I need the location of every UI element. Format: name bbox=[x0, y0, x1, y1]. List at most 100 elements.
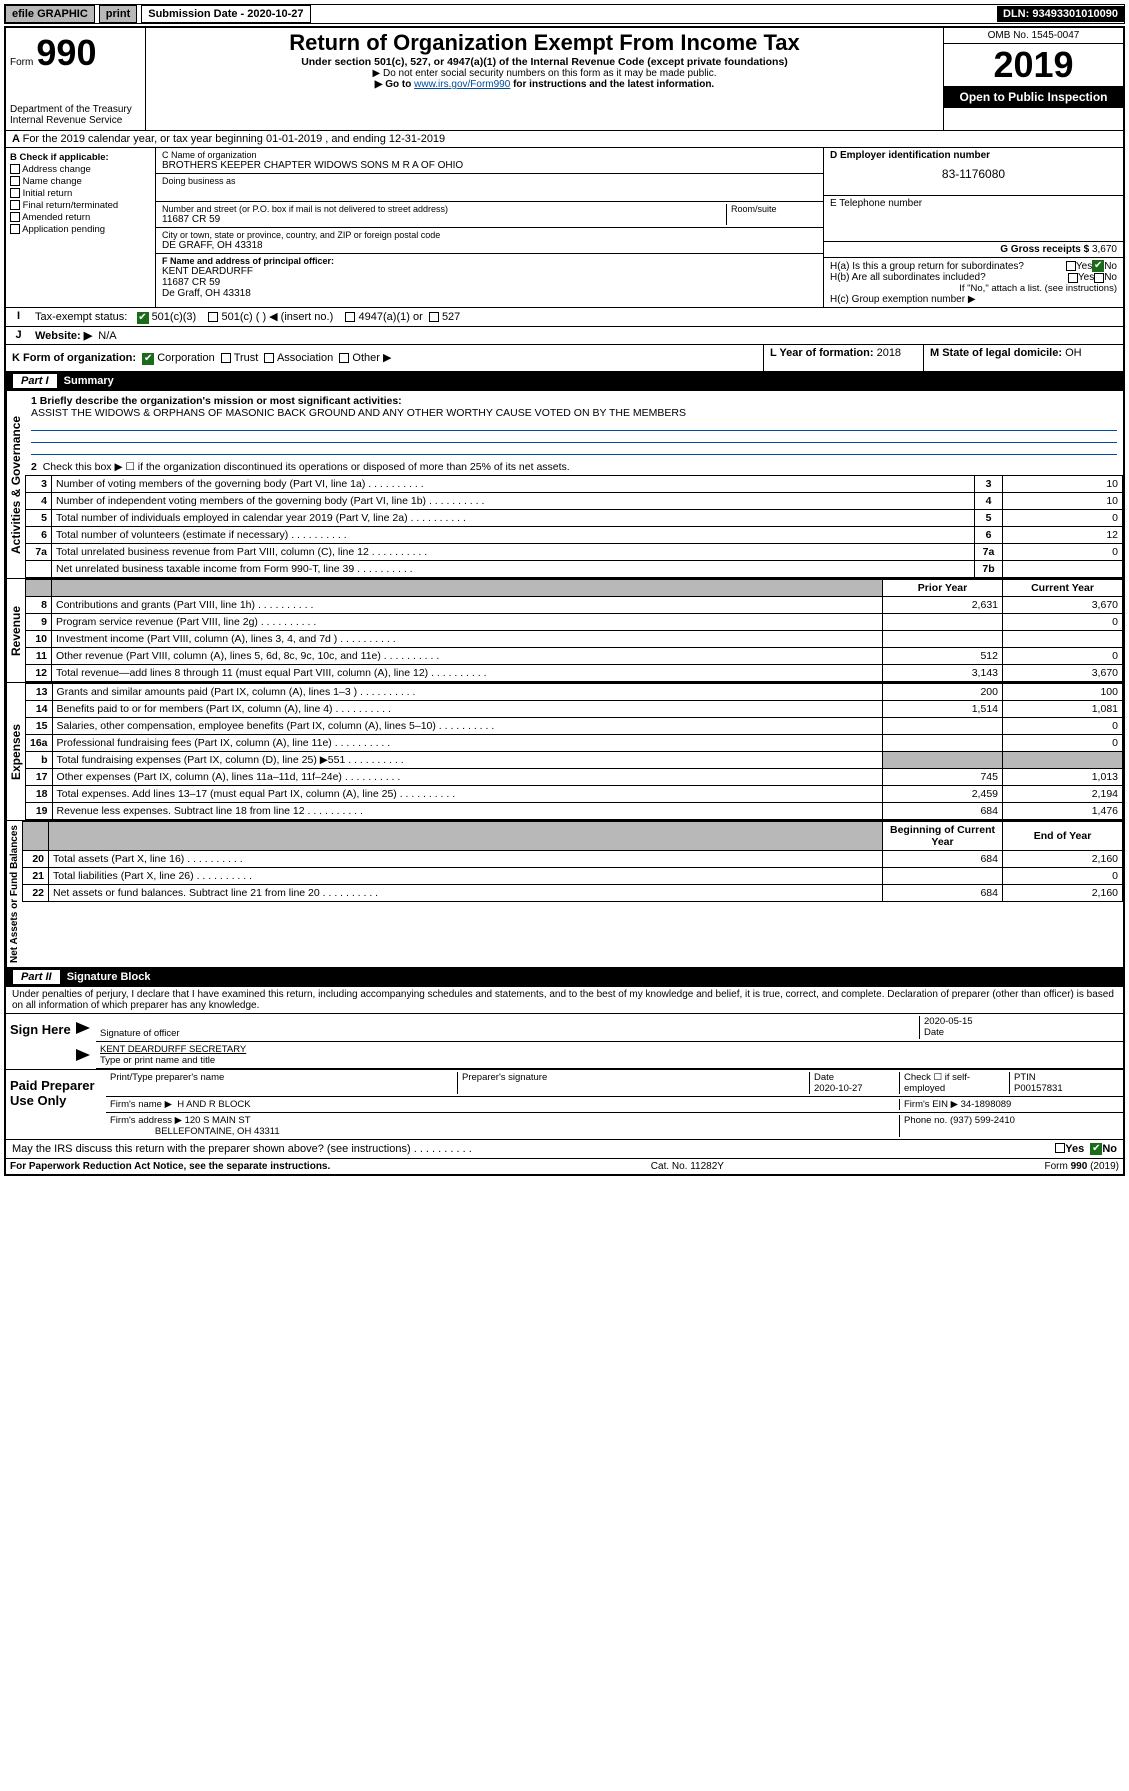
instructions-link[interactable]: www.irs.gov/Form990 bbox=[414, 79, 510, 90]
form-org-label: K Form of organization: bbox=[12, 352, 136, 364]
addr-value: 11687 CR 59 bbox=[162, 214, 722, 225]
city-cell: City or town, state or province, country… bbox=[156, 228, 823, 254]
activities-governance-section: Activities & Governance 1 Briefly descri… bbox=[6, 391, 1123, 578]
form-frame: Form 990 Department of the Treasury Inte… bbox=[4, 26, 1125, 1176]
table-row: 22Net assets or fund balances. Subtract … bbox=[23, 885, 1123, 902]
table-row: 10Investment income (Part VIII, column (… bbox=[26, 631, 1123, 648]
part2-badge: Part II bbox=[12, 969, 61, 985]
typed-name-value: KENT DEARDURFF SECRETARY bbox=[100, 1044, 1119, 1055]
c-name-cell: C Name of organization BROTHERS KEEPER C… bbox=[156, 148, 823, 174]
entity-block: B Check if applicable: Address change Na… bbox=[6, 147, 1123, 307]
table-row: 21Total liabilities (Part X, line 26)0 bbox=[23, 868, 1123, 885]
table-row: 18Total expenses. Add lines 13–17 (must … bbox=[26, 786, 1123, 803]
form-subtitle-3: ▶ Go to www.irs.gov/Form990 for instruct… bbox=[152, 79, 937, 90]
ha-yes-cb[interactable] bbox=[1066, 261, 1076, 271]
h-block: H(a) Is this a group return for subordin… bbox=[824, 258, 1123, 307]
discuss-yes-cb[interactable] bbox=[1055, 1143, 1065, 1153]
sig-date-label: Date bbox=[924, 1027, 944, 1038]
submission-date-label: Submission Date - 2020-10-27 bbox=[141, 5, 310, 23]
cb-pending[interactable]: Application pending bbox=[10, 224, 151, 235]
form-header: Form 990 Department of the Treasury Inte… bbox=[6, 28, 1123, 130]
dept-label: Department of the Treasury bbox=[10, 104, 141, 115]
discuss-no-cb[interactable]: ✔ bbox=[1090, 1143, 1102, 1155]
row-k: K Form of organization: ✔ Corporation Tr… bbox=[6, 344, 1123, 371]
hb-yes-cb[interactable] bbox=[1068, 273, 1078, 283]
hb-label: H(b) Are all subordinates included? bbox=[830, 272, 1068, 283]
expenses-section: Expenses 13Grants and similar amounts pa… bbox=[6, 682, 1123, 820]
hc-label: H(c) Group exemption number ▶ bbox=[830, 294, 1117, 305]
501c-cb[interactable] bbox=[208, 312, 218, 322]
form-number: 990 bbox=[36, 32, 96, 73]
ha-no-cb[interactable]: ✔ bbox=[1092, 260, 1104, 272]
form-footer: For Paperwork Reduction Act Notice, see … bbox=[6, 1158, 1123, 1174]
ptin-value: P00157831 bbox=[1014, 1083, 1063, 1094]
officer-addr2: De Graff, OH 43318 bbox=[162, 288, 817, 299]
netassets-section: Net Assets or Fund Balances Beginning of… bbox=[6, 820, 1123, 967]
527-cb[interactable] bbox=[429, 312, 439, 322]
vlabel-netassets: Net Assets or Fund Balances bbox=[6, 821, 22, 967]
omb-label: OMB No. 1545-0047 bbox=[944, 28, 1123, 44]
netassets-table: Beginning of Current YearEnd of Year20To… bbox=[22, 821, 1123, 902]
line-a-text: For the 2019 calendar year, or tax year … bbox=[23, 133, 446, 145]
row-j: J Website: ▶ N/A bbox=[6, 326, 1123, 344]
ptin-label: PTIN bbox=[1014, 1072, 1036, 1083]
sig-officer-label: Signature of officer bbox=[100, 1028, 180, 1039]
officer-label: F Name and address of principal officer: bbox=[162, 256, 817, 266]
corp-cb[interactable]: ✔ bbox=[142, 353, 154, 365]
501c3-cb[interactable]: ✔ bbox=[137, 312, 149, 324]
line-a: A For the 2019 calendar year, or tax yea… bbox=[6, 130, 1123, 147]
room-label: Room/suite bbox=[731, 204, 817, 214]
assoc-cb[interactable] bbox=[264, 353, 274, 363]
dba-label: Doing business as bbox=[162, 176, 817, 186]
table-row: 8Contributions and grants (Part VIII, li… bbox=[26, 597, 1123, 614]
website-label: Website: ▶ bbox=[35, 330, 92, 342]
p-sig-label: Preparer's signature bbox=[457, 1072, 809, 1094]
other-cb[interactable] bbox=[339, 353, 349, 363]
addr-label: Number and street (or P.O. box if mail i… bbox=[162, 204, 722, 214]
trust-cb[interactable] bbox=[221, 353, 231, 363]
q1-label: 1 Briefly describe the organization's mi… bbox=[31, 395, 1117, 407]
officer-cell: F Name and address of principal officer:… bbox=[156, 254, 823, 301]
revenue-table: Prior YearCurrent Year8Contributions and… bbox=[25, 579, 1123, 682]
table-row: 14Benefits paid to or for members (Part … bbox=[26, 701, 1123, 718]
hb-no-cb[interactable] bbox=[1094, 273, 1104, 283]
q1-block: 1 Briefly describe the organization's mi… bbox=[25, 391, 1123, 459]
q2-text: Check this box ▶ ☐ if the organization d… bbox=[43, 461, 570, 473]
cb-name-change[interactable]: Name change bbox=[10, 176, 151, 187]
firm-name-label: Firm's name ▶ bbox=[110, 1099, 172, 1110]
footer-mid: Cat. No. 11282Y bbox=[651, 1161, 724, 1172]
form-subtitle-2: ▶ Do not enter social security numbers o… bbox=[152, 68, 937, 79]
top-toolbar: efile GRAPHIC print Submission Date - 20… bbox=[4, 4, 1125, 24]
4947-cb[interactable] bbox=[345, 312, 355, 322]
table-row: 7aTotal unrelated business revenue from … bbox=[26, 544, 1123, 561]
cb-amended[interactable]: Amended return bbox=[10, 212, 151, 223]
dba-cell: Doing business as bbox=[156, 174, 823, 202]
efile-button[interactable]: efile GRAPHIC bbox=[5, 5, 95, 23]
org-name: BROTHERS KEEPER CHAPTER WIDOWS SONS M R … bbox=[162, 160, 817, 171]
table-row: 16aProfessional fundraising fees (Part I… bbox=[26, 735, 1123, 752]
paid-preparer-label: Paid Preparer Use Only bbox=[6, 1070, 106, 1139]
declaration-text: Under penalties of perjury, I declare th… bbox=[6, 987, 1123, 1013]
p-selfemp-label: Check ☐ if self-employed bbox=[899, 1072, 1009, 1094]
city-value: DE GRAFF, OH 43318 bbox=[162, 240, 817, 251]
typed-name-label: Type or print name and title bbox=[100, 1055, 215, 1066]
table-row: 13Grants and similar amounts paid (Part … bbox=[26, 684, 1123, 701]
c-name-label: C Name of organization bbox=[162, 150, 817, 160]
cb-initial-return[interactable]: Initial return bbox=[10, 188, 151, 199]
table-header-row: Prior YearCurrent Year bbox=[26, 580, 1123, 597]
part1-badge: Part I bbox=[12, 373, 58, 389]
firm-ein-label: Firm's EIN ▶ bbox=[904, 1099, 958, 1110]
print-button[interactable]: print bbox=[99, 5, 137, 23]
revenue-section: Revenue Prior YearCurrent Year8Contribut… bbox=[6, 578, 1123, 682]
vlabel-revenue: Revenue bbox=[6, 579, 25, 682]
goto-post: for instructions and the latest informat… bbox=[513, 79, 714, 90]
firm-ein-value: 34-1898089 bbox=[961, 1099, 1012, 1110]
part2-header: Part II Signature Block bbox=[6, 967, 1123, 987]
city-label: City or town, state or province, country… bbox=[162, 230, 817, 240]
cb-final-return[interactable]: Final return/terminated bbox=[10, 200, 151, 211]
q1-value: ASSIST THE WIDOWS & ORPHANS OF MASONIC B… bbox=[31, 407, 1117, 419]
table-row: 5Total number of individuals employed in… bbox=[26, 510, 1123, 527]
cb-address-change[interactable]: Address change bbox=[10, 164, 151, 175]
year-formation-label: L Year of formation: bbox=[770, 347, 874, 359]
firm-addr-label: Firm's address ▶ bbox=[110, 1115, 182, 1126]
